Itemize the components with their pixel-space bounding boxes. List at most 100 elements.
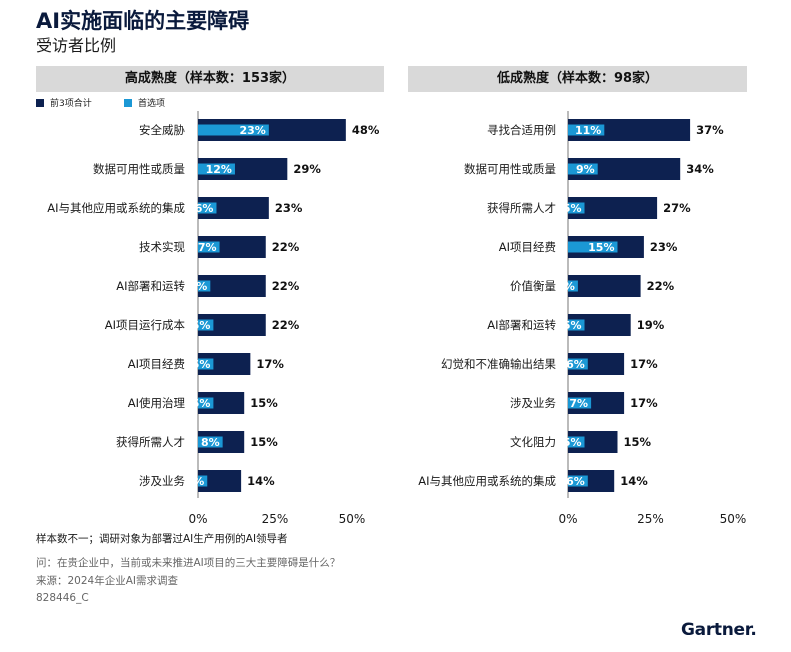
- data-label-top3: 15%: [624, 435, 652, 449]
- data-label-first: 7%: [198, 241, 217, 254]
- legend-label-first: 首选项: [138, 99, 166, 109]
- data-label-first: 5%: [192, 319, 211, 332]
- category-label: AI项目经费: [499, 240, 556, 254]
- category-label: 文化阻力: [510, 435, 556, 449]
- bar-first: [198, 241, 220, 253]
- bar-top3: [568, 275, 641, 297]
- bar-first: [198, 280, 211, 292]
- data-label-top3: 22%: [647, 279, 675, 293]
- data-label-first: 6%: [566, 475, 585, 488]
- bar-top3: [198, 470, 242, 492]
- category-label: 数据可用性或质量: [93, 162, 185, 176]
- category-label: AI部署和运转: [487, 318, 556, 332]
- data-label-top3: 22%: [272, 279, 300, 293]
- data-label-first: 11%: [575, 124, 601, 137]
- category-label: AI项目运行成本: [105, 318, 186, 332]
- data-label-first: 4%: [189, 280, 208, 293]
- legend-item-top3: 前3项合计: [36, 96, 92, 109]
- data-label-top3: 22%: [272, 240, 300, 254]
- data-label-top3: 14%: [620, 474, 648, 488]
- data-label-top3: 22%: [272, 318, 300, 332]
- category-label: AI与其他应用或系统的集成: [418, 474, 556, 488]
- page-title: AI实施面临的主要障碍: [36, 9, 250, 33]
- data-label-top3: 17%: [256, 357, 284, 371]
- x-tick-label: 25%: [262, 512, 289, 526]
- data-label-top3: 48%: [352, 123, 380, 137]
- data-label-top3: 17%: [630, 357, 658, 371]
- data-label-first: 5%: [192, 397, 211, 410]
- data-label-top3: 27%: [663, 201, 691, 215]
- legend-swatch-first: [124, 98, 132, 107]
- bar-top3: [568, 197, 658, 219]
- data-label-first: 5%: [192, 358, 211, 371]
- bar-first: [198, 475, 208, 487]
- data-label-top3: 15%: [250, 435, 278, 449]
- category-label: 寻找合适用例: [487, 123, 556, 137]
- data-label-first: 5%: [563, 202, 582, 215]
- data-label-top3: 15%: [250, 396, 278, 410]
- chart-low-maturity: 寻找合适用例 11% 37% 数据可用性或质量 9% 34% 获得所需人才 5% 27% AI项目…: [418, 111, 747, 526]
- category-label: 安全威胁: [139, 123, 185, 137]
- bar-first: [198, 163, 235, 175]
- category-label: 涉及业务: [510, 396, 556, 410]
- data-label-first: 5%: [563, 319, 582, 332]
- data-label-first: 9%: [576, 163, 595, 176]
- bar-first: [198, 436, 223, 448]
- category-label: AI部署和运转: [116, 279, 185, 293]
- bar-first: [568, 202, 585, 214]
- panel-header-high-maturity: 高成熟度（样本数：153家）: [36, 66, 384, 92]
- data-label-top3: 14%: [247, 474, 275, 488]
- legend-label-top3: 前3项合计: [50, 99, 92, 109]
- bar-first: [198, 202, 217, 214]
- bar-first: [568, 319, 585, 331]
- bar-first: [568, 280, 578, 292]
- bar-first: [568, 163, 598, 175]
- data-label-first: 12%: [206, 163, 232, 176]
- data-label-first: 15%: [588, 241, 614, 254]
- footnote-sample: 样本数不一；调研对象为部署过AI生产用例的AI领导者: [36, 533, 288, 545]
- bar-first: [568, 124, 605, 136]
- category-label: 获得所需人才: [116, 435, 185, 449]
- bar-top3: [198, 314, 266, 336]
- bar-first: [568, 397, 592, 409]
- data-label-first: 23%: [239, 124, 265, 137]
- page-subtitle: 受访者比例: [36, 36, 117, 55]
- data-label-first: 8%: [201, 436, 220, 449]
- bar-first: [568, 241, 618, 253]
- legend-item-first: 首选项: [124, 96, 165, 109]
- x-tick-label: 0%: [558, 512, 577, 526]
- data-label-top3: 37%: [696, 123, 724, 137]
- data-label-top3: 23%: [275, 201, 303, 215]
- category-label: 价值衡量: [510, 279, 556, 293]
- data-label-top3: 17%: [630, 396, 658, 410]
- category-label: 幻觉和不准确输出结果: [441, 357, 556, 371]
- bar-first: [198, 397, 214, 409]
- chart-high-maturity: 安全威胁 23% 48% 数据可用性或质量 12% 29% AI与其他应用或系统的集成 6% 2…: [47, 111, 380, 526]
- data-label-top3: 23%: [650, 240, 678, 254]
- bar-first: [198, 358, 214, 370]
- data-label-first: 3%: [556, 280, 575, 293]
- data-label-first: 7%: [569, 397, 588, 410]
- data-label-first: 6%: [195, 202, 214, 215]
- category-label: AI项目经费: [128, 357, 185, 371]
- data-label-top3: 29%: [293, 162, 321, 176]
- bar-first: [198, 124, 269, 136]
- category-label: 技术实现: [139, 240, 185, 254]
- legend-swatch-top3: [36, 98, 44, 107]
- bar-first: [568, 475, 588, 487]
- gartner-logo: Gartner.: [681, 620, 757, 640]
- x-tick-label: 50%: [720, 512, 747, 526]
- footnote-code: 828446_C: [36, 592, 89, 604]
- bar-first: [568, 358, 588, 370]
- panel-header-low-maturity: 低成熟度（样本数：98家）: [408, 66, 747, 92]
- footnote-question: 问：在贵企业中，当前或未来推进AI项目的三大主要障碍是什么？: [36, 557, 341, 569]
- data-label-first: 3%: [186, 475, 205, 488]
- bar-first: [568, 436, 585, 448]
- data-label-top3: 19%: [637, 318, 665, 332]
- x-tick-label: 25%: [637, 512, 664, 526]
- data-label-first: 5%: [563, 436, 582, 449]
- data-label-top3: 34%: [686, 162, 714, 176]
- x-tick-label: 0%: [188, 512, 207, 526]
- bar-first: [198, 319, 214, 331]
- footnote-source: 来源：2024年企业AI需求调查: [36, 575, 179, 587]
